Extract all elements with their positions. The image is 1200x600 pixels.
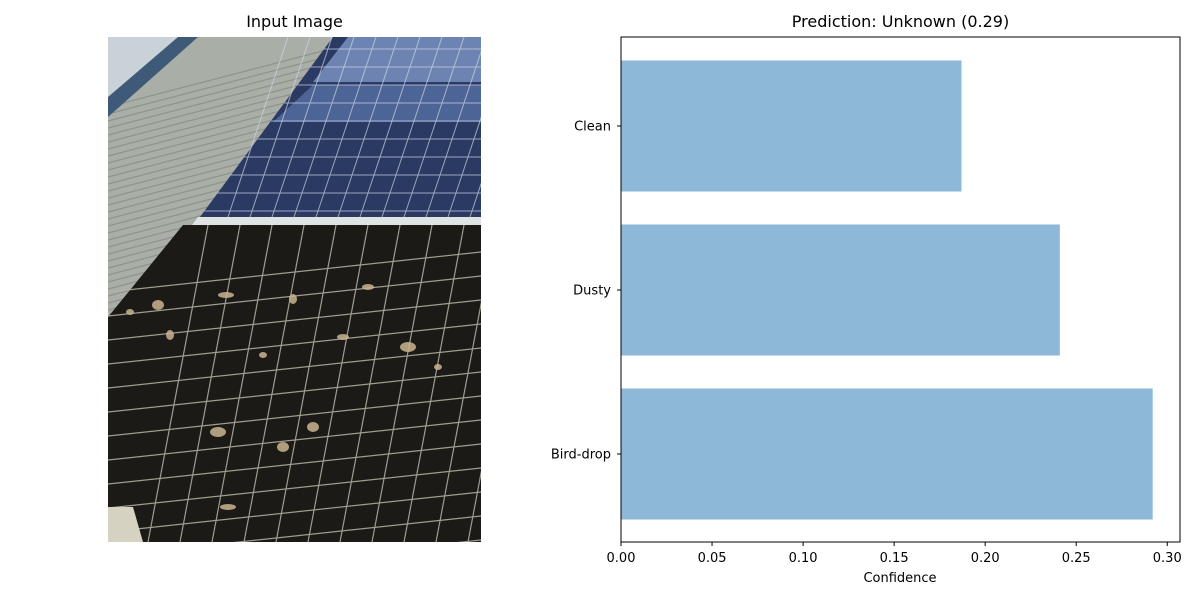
chart-title: Prediction: Unknown (0.29) — [791, 12, 1010, 31]
bar-bird-drop — [621, 388, 1153, 520]
x-tick-label: 0.05 — [698, 551, 727, 566]
x-tick-label: 0.30 — [1153, 551, 1182, 566]
x-tick-label: 0.15 — [880, 551, 909, 566]
x-tick-label: 0.25 — [1062, 551, 1091, 566]
x-tick-label: 0.10 — [789, 551, 818, 566]
bar-clean — [621, 60, 962, 192]
x-tick-label: 0.00 — [607, 551, 636, 566]
input-image-title: Input Image — [246, 12, 343, 31]
y-tick-label: Bird-drop — [551, 448, 611, 463]
x-axis-label: Confidence — [863, 571, 936, 586]
x-tick-label: 0.20 — [971, 551, 1000, 566]
y-tick-label: Dusty — [573, 284, 611, 299]
solar-panel-photo — [108, 37, 481, 542]
bar-dusty — [621, 224, 1060, 356]
y-tick-label: Clean — [574, 120, 611, 135]
